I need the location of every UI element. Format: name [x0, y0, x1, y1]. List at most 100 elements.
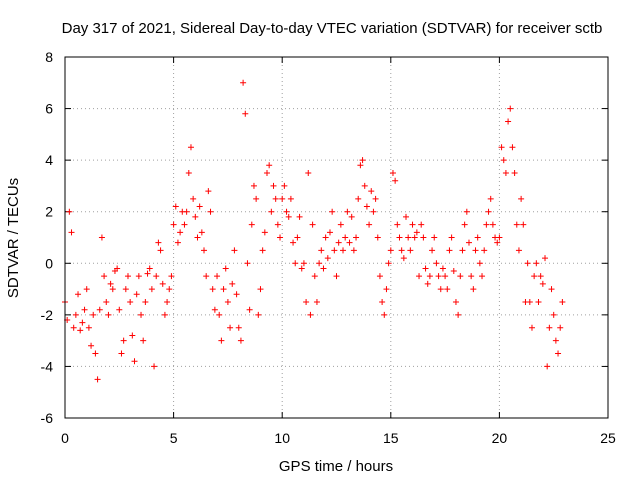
data-point [340, 247, 347, 254]
data-point [292, 260, 299, 267]
data-point [198, 229, 205, 236]
data-point [479, 273, 486, 280]
data-point [164, 298, 171, 305]
data-point [290, 239, 297, 246]
data-point [502, 170, 509, 177]
data-point [161, 311, 168, 318]
data-point [116, 306, 123, 313]
data-point [550, 311, 557, 318]
y-tick-label: -2 [41, 307, 54, 323]
data-point [250, 182, 257, 189]
data-point [313, 298, 320, 305]
data-point [170, 221, 177, 228]
x-tick-label: 15 [383, 430, 399, 446]
data-point [424, 280, 431, 287]
data-point [307, 311, 314, 318]
data-point [281, 182, 288, 189]
data-point [361, 182, 368, 189]
data-point [366, 221, 373, 228]
data-point [370, 208, 377, 215]
data-point [505, 118, 512, 125]
data-point [446, 247, 453, 254]
data-point [177, 229, 184, 236]
y-tick-label: -4 [41, 358, 54, 374]
data-point [416, 273, 423, 280]
data-point [442, 273, 449, 280]
data-point [168, 273, 175, 280]
data-point [133, 291, 140, 298]
data-point [190, 195, 197, 202]
data-point [316, 260, 323, 267]
data-point [272, 195, 279, 202]
data-point [218, 337, 225, 344]
data-point [159, 280, 166, 287]
data-point [374, 234, 381, 241]
data-point [350, 247, 357, 254]
data-point [257, 286, 264, 293]
data-point [103, 298, 110, 305]
data-point [72, 311, 79, 318]
data-point [129, 332, 136, 339]
data-point [81, 306, 88, 313]
data-point [439, 265, 446, 272]
data-point [426, 273, 433, 280]
data-point [266, 162, 273, 169]
data-point [498, 144, 505, 151]
data-point [220, 286, 227, 293]
data-point [151, 363, 158, 370]
y-tick-label: 0 [45, 255, 53, 271]
data-point [411, 234, 418, 241]
data-point [355, 195, 362, 202]
x-tick-label: 20 [492, 430, 508, 446]
data-point [83, 286, 90, 293]
data-point [70, 324, 77, 331]
data-point [452, 298, 459, 305]
data-point [455, 311, 462, 318]
data-point [359, 157, 366, 164]
data-point [481, 247, 488, 254]
data-point [244, 260, 251, 267]
data-point [311, 273, 318, 280]
data-point [277, 234, 284, 241]
data-point [294, 234, 301, 241]
data-point [333, 273, 340, 280]
data-point [270, 182, 277, 189]
data-point [344, 208, 351, 215]
data-point [192, 213, 199, 220]
data-point [122, 286, 129, 293]
data-point [148, 286, 155, 293]
data-point [268, 208, 275, 215]
data-point [429, 247, 436, 254]
data-point [187, 144, 194, 151]
data-point [174, 239, 181, 246]
data-point [461, 221, 468, 228]
data-point [231, 247, 238, 254]
data-point [487, 195, 494, 202]
data-point [457, 273, 464, 280]
data-point [211, 306, 218, 313]
data-point [246, 306, 253, 313]
data-point [216, 311, 223, 318]
data-point [207, 208, 214, 215]
data-point [524, 260, 531, 267]
data-point [546, 324, 553, 331]
data-point [235, 324, 242, 331]
data-point [124, 273, 131, 280]
data-point [337, 221, 344, 228]
data-point [96, 306, 103, 313]
data-point [376, 273, 383, 280]
data-point [85, 324, 92, 331]
data-point [240, 79, 247, 86]
data-point [305, 170, 312, 177]
data-point [298, 265, 305, 272]
data-point [555, 350, 562, 357]
data-point [383, 286, 390, 293]
data-point [183, 208, 190, 215]
data-point [515, 247, 522, 254]
data-point [181, 221, 188, 228]
data-point [248, 221, 255, 228]
data-point [279, 195, 286, 202]
data-point [153, 273, 160, 280]
data-point [474, 234, 481, 241]
data-point [274, 221, 281, 228]
